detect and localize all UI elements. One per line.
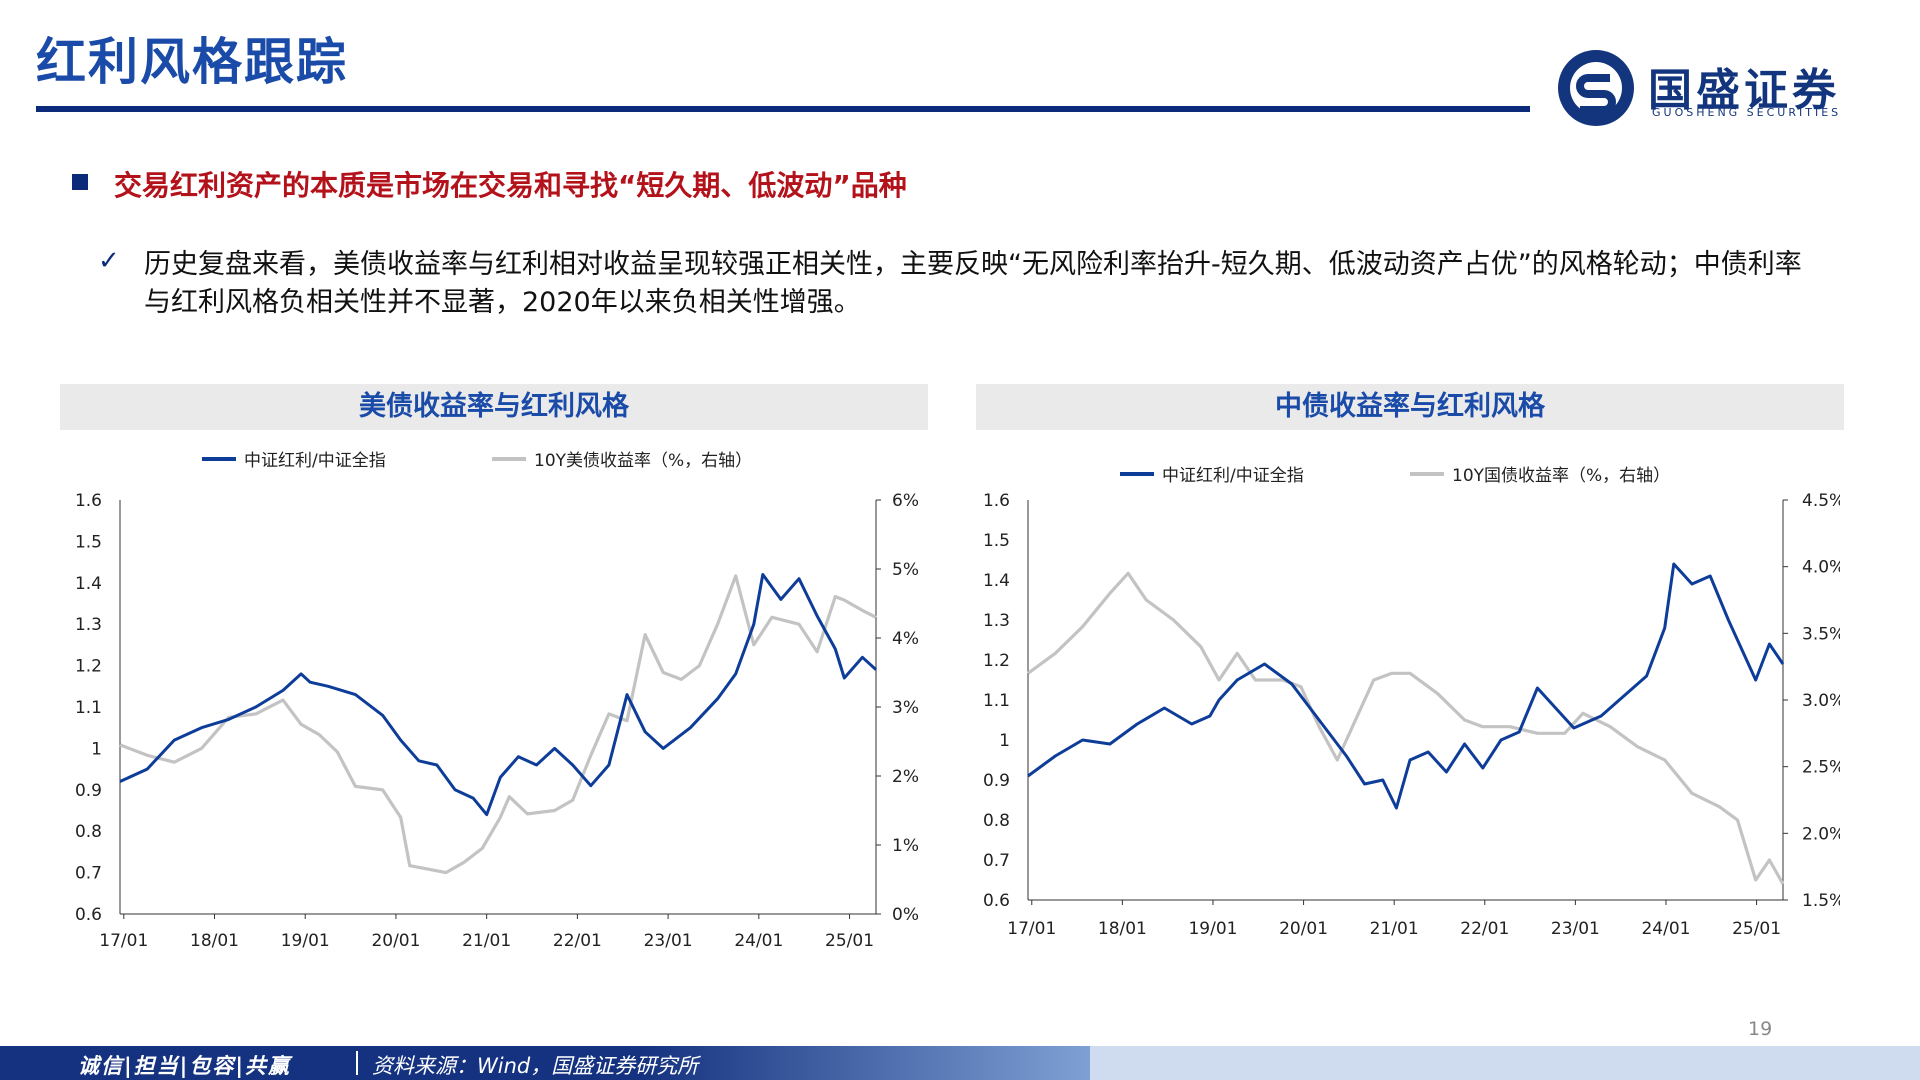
x-tick-label: 24/01: [1641, 919, 1690, 939]
left-tick-label: 1.6: [75, 491, 102, 511]
left-tick-label: 1.5: [75, 532, 102, 552]
legend-label-secondary: 10Y美债收益率（%，右轴）: [534, 451, 752, 471]
left-tick-label: 1.5: [983, 531, 1010, 551]
x-tick-label: 20/01: [1279, 919, 1328, 939]
title-divider: [36, 106, 1530, 112]
left-tick-label: 0.6: [983, 891, 1010, 911]
series-line-bond-yield: [119, 574, 877, 875]
logo-mark-icon: [1558, 50, 1634, 126]
chart-title-cn: 中债收益率与红利风格: [976, 384, 1844, 430]
footer-divider: [356, 1051, 358, 1075]
left-tick-label: 1: [91, 739, 102, 759]
x-tick-label: 23/01: [644, 931, 693, 951]
series-line-bond-yield: [1027, 571, 1785, 885]
right-tick-label: 3.5%: [1802, 624, 1840, 644]
right-tick-label: 4.0%: [1802, 558, 1840, 578]
right-tick-label: 6%: [892, 491, 919, 511]
left-tick-label: 0.8: [983, 811, 1010, 831]
x-tick-label: 24/01: [734, 931, 783, 951]
footer-light-band: [1090, 1046, 1920, 1080]
page-title: 红利风格跟踪: [36, 33, 348, 91]
x-tick-label: 25/01: [1732, 919, 1781, 939]
checkmark-icon: ✓: [98, 246, 120, 276]
analysis-paragraph: 历史复盘来看，美债收益率与红利相对收益呈现较强正相关性，主要反映“无风险利率抬升…: [144, 249, 1802, 318]
us-yield-chart: 中证红利/中证全指 10Y美债收益率（%，右轴） 1.6 1.5 1.4 1.3 1.2…: [75, 451, 919, 951]
left-tick-label: 1.2: [983, 651, 1010, 671]
x-tick-label: 19/01: [1188, 919, 1237, 939]
right-tick-label: 2.5%: [1802, 758, 1840, 778]
left-tick-label: 0.9: [983, 771, 1010, 791]
right-tick-label: 4%: [892, 629, 919, 649]
square-bullet-icon: [72, 174, 88, 190]
x-tick-label: 21/01: [462, 931, 511, 951]
left-tick-label: 0.9: [75, 781, 102, 801]
left-tick-label: 1: [999, 731, 1010, 751]
left-tick-label: 1.3: [983, 611, 1010, 631]
right-tick-label: 3.0%: [1802, 691, 1840, 711]
right-tick-label: 4.5%: [1802, 491, 1840, 511]
right-tick-label: 2.0%: [1802, 824, 1840, 844]
right-tick-label: 1%: [892, 836, 919, 856]
x-tick-label: 18/01: [190, 931, 239, 951]
x-tick-label: 22/01: [1460, 919, 1509, 939]
legend-label-main: 中证红利/中证全指: [244, 451, 386, 471]
left-tick-label: 1.1: [75, 698, 102, 718]
footer-gradient-band: [640, 1046, 1090, 1080]
series-line-dividend-ratio: [1027, 562, 1785, 810]
x-tick-label: 25/01: [825, 931, 874, 951]
series-line-dividend-ratio: [119, 573, 878, 817]
right-tick-label: 1.5%: [1802, 891, 1840, 911]
chart-title-us: 美债收益率与红利风格: [60, 384, 928, 430]
left-tick-label: 1.6: [983, 491, 1010, 511]
right-tick-label: 0%: [892, 905, 919, 925]
x-tick-label: 23/01: [1551, 919, 1600, 939]
footer-motto: 诚信|担当|包容|共赢: [78, 1054, 292, 1078]
x-tick-label: 21/01: [1370, 919, 1419, 939]
left-tick-label: 0.8: [75, 822, 102, 842]
x-tick-label: 20/01: [371, 931, 420, 951]
left-tick-label: 0.6: [75, 905, 102, 925]
x-tick-label: 17/01: [1007, 919, 1056, 939]
left-tick-label: 1.1: [983, 691, 1010, 711]
legend-label-main: 中证红利/中证全指: [1162, 466, 1304, 486]
x-tick-label: 22/01: [553, 931, 602, 951]
key-point-headline: 交易红利资产的本质是市场在交易和寻找“短久期、低波动”品种: [114, 169, 907, 202]
left-tick-label: 1.2: [75, 657, 102, 677]
legend-label-secondary: 10Y国债收益率（%，右轴）: [1452, 466, 1670, 486]
x-tick-label: 18/01: [1098, 919, 1147, 939]
footer-source: 资料来源：Wind，国盛证券研究所: [372, 1054, 699, 1078]
left-tick-label: 0.7: [75, 864, 102, 884]
logo-text-cn: 国盛证券: [1648, 65, 1840, 116]
x-tick-label: 17/01: [99, 931, 148, 951]
left-tick-label: 1.4: [983, 571, 1010, 591]
company-logo: 国盛证券 GUOSHENG SECURITIES: [1556, 48, 1886, 128]
left-tick-label: 1.3: [75, 615, 102, 635]
page-number: 19: [1748, 1018, 1773, 1040]
left-tick-label: 0.7: [983, 851, 1010, 871]
right-tick-label: 2%: [892, 767, 919, 787]
right-tick-label: 3%: [892, 698, 919, 718]
left-tick-label: 1.4: [75, 574, 102, 594]
footer-bar: 诚信|担当|包容|共赢 资料来源：Wind，国盛证券研究所: [0, 1046, 1920, 1080]
x-tick-label: 19/01: [281, 931, 330, 951]
right-tick-label: 5%: [892, 560, 919, 580]
cn-yield-chart: 中证红利/中证全指 10Y国债收益率（%，右轴） 1.6 1.5 1.4 1.3 1.2…: [983, 466, 1840, 939]
logo-text-en: GUOSHENG SECURITIES: [1652, 106, 1842, 119]
